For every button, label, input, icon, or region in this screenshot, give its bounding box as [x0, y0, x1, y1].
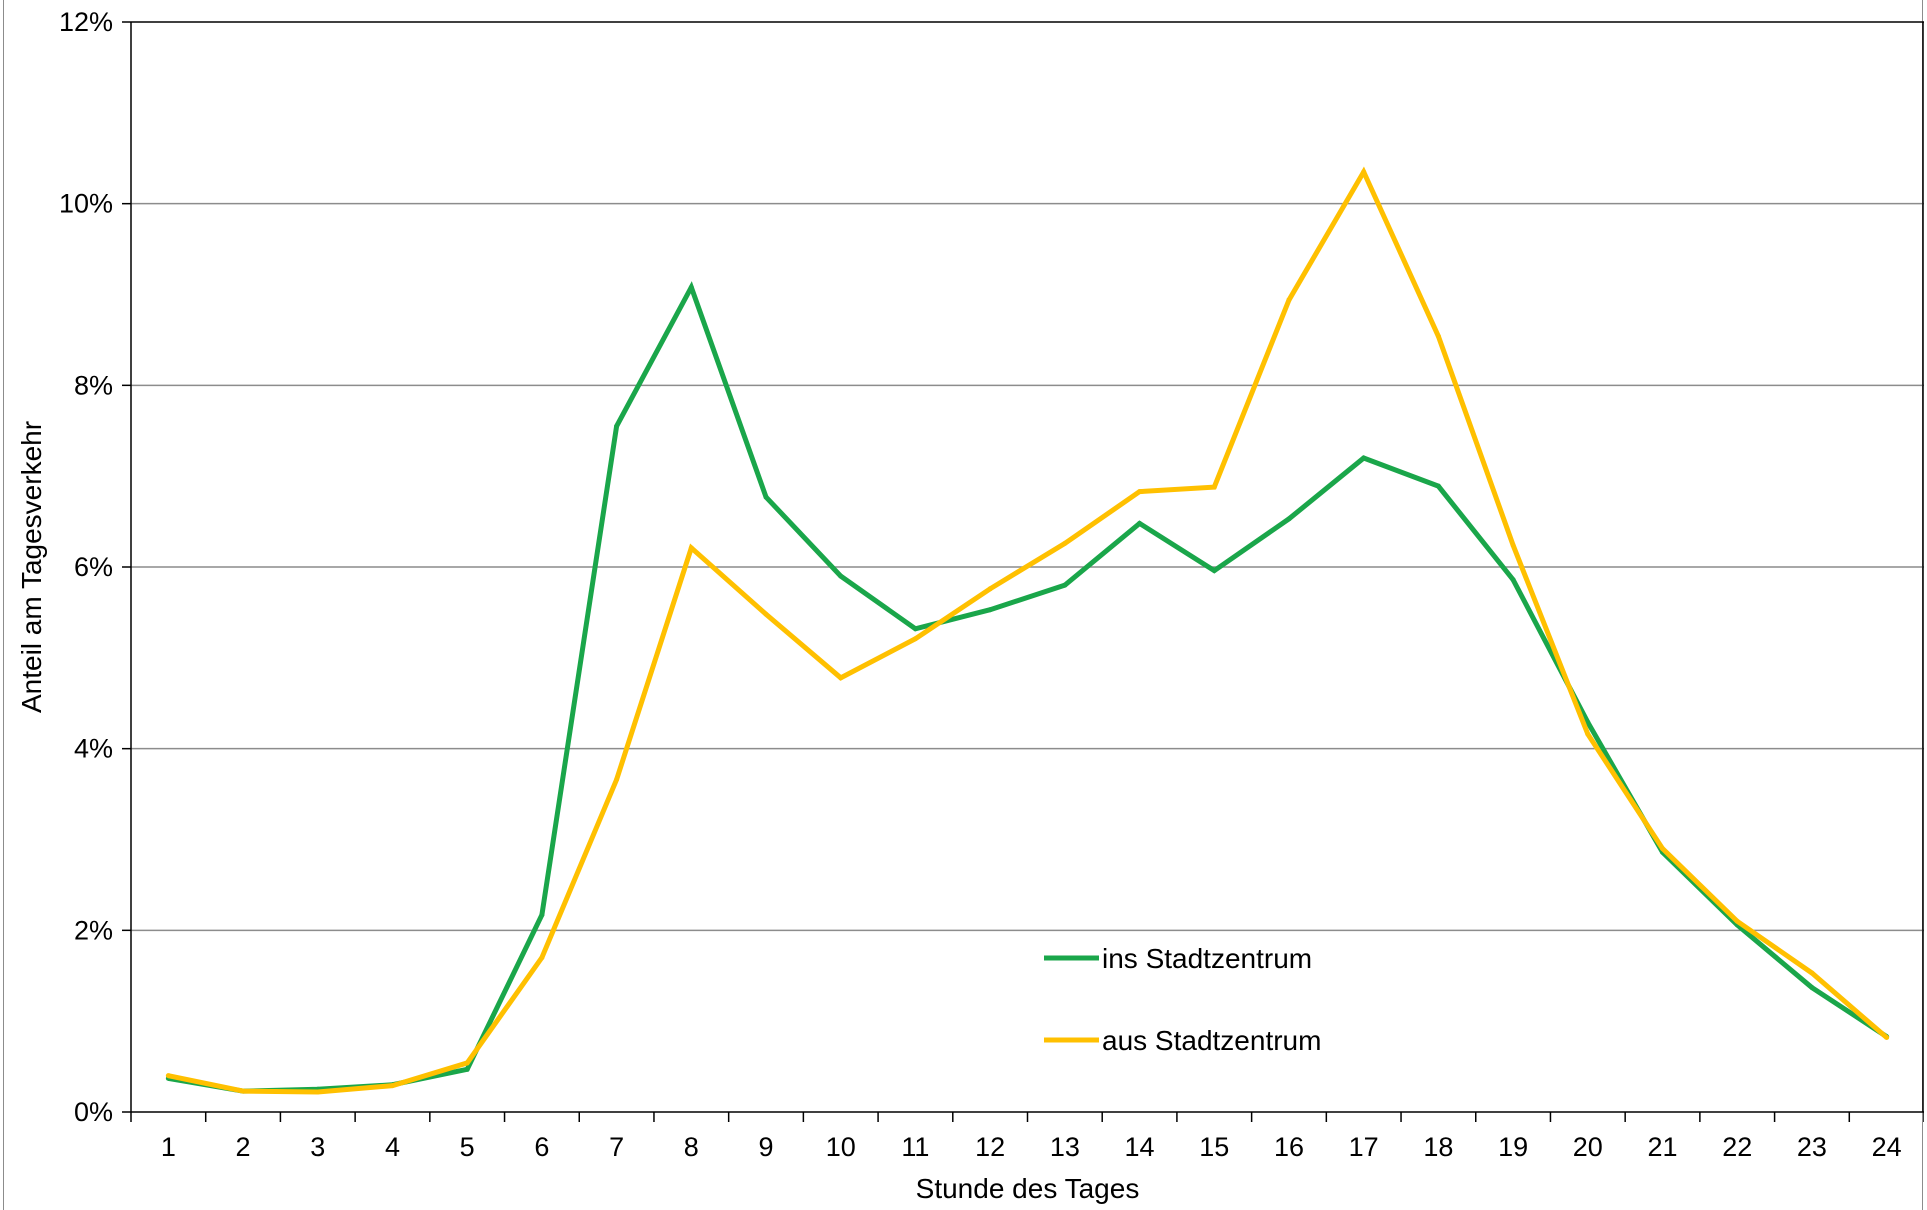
- series-1-point: [763, 494, 769, 500]
- x-tick-label: 18: [1423, 1132, 1453, 1162]
- series-2-point: [688, 545, 694, 551]
- x-tick-label: 9: [759, 1132, 774, 1162]
- series-2-point: [912, 636, 918, 642]
- x-tick-label: 21: [1647, 1132, 1677, 1162]
- y-tick-label: 4%: [74, 734, 113, 764]
- series-1-point: [1809, 985, 1815, 991]
- x-tick-label: 23: [1797, 1132, 1827, 1162]
- series-2-point: [240, 1088, 246, 1094]
- series-2-point: [1884, 1035, 1890, 1041]
- series-1-point: [1211, 568, 1217, 574]
- series-2-point: [1585, 731, 1591, 737]
- y-tick-label: 6%: [74, 552, 113, 582]
- series-2-point: [1137, 489, 1143, 495]
- x-tick-label: 15: [1199, 1132, 1229, 1162]
- series-2-point: [1435, 333, 1441, 339]
- series-1-point: [688, 284, 694, 290]
- series-1-point: [1510, 577, 1516, 583]
- x-axis-title: Stunde des Tages: [916, 1173, 1140, 1204]
- y-axis: 0% 2% 4% 6% 8% 10% 12%: [59, 7, 131, 1127]
- legend: ins Stadtzentrum aus Stadtzentrum: [1044, 943, 1321, 1056]
- series-1-point: [539, 912, 545, 918]
- series-1-point: [464, 1066, 470, 1072]
- series-1-point: [1062, 582, 1068, 588]
- series-layer: [165, 166, 1890, 1095]
- y-tick-label: 2%: [74, 915, 113, 945]
- series-2-point: [1211, 484, 1217, 490]
- y-tick-label: 10%: [59, 189, 113, 219]
- x-tick-label: 1: [161, 1132, 176, 1162]
- chart-frame: 1 2 3 4 5 6 7 8 9 10 11 12 13 14 15 16 17 18 19 20 21 22 23 24 …: [3, 0, 1924, 1210]
- x-tick-label: 17: [1349, 1132, 1379, 1162]
- x-tick-label: 8: [684, 1132, 699, 1162]
- series-1-point: [987, 607, 993, 613]
- x-tick-label: 19: [1498, 1132, 1528, 1162]
- x-tick-label: 14: [1125, 1132, 1155, 1162]
- series-2-point: [539, 955, 545, 961]
- series-line-2: [167, 166, 1889, 1095]
- series-1-point: [1435, 483, 1441, 489]
- x-tick-label: 5: [460, 1132, 475, 1162]
- x-tick-label: 3: [310, 1132, 325, 1162]
- series-1-point: [912, 626, 918, 632]
- line-chart: 1 2 3 4 5 6 7 8 9 10 11 12 13 14 15 16 17 18 19 20 21 22 23 24 …: [16, 7, 1924, 1204]
- x-tick-label: 13: [1050, 1132, 1080, 1162]
- y-tick-label: 8%: [74, 370, 113, 400]
- x-tick-label: 22: [1722, 1132, 1752, 1162]
- series-2-point: [1361, 169, 1367, 175]
- series-2-point: [987, 586, 993, 592]
- series-2-point: [1510, 542, 1516, 548]
- series-2-point: [165, 1073, 171, 1079]
- series-2-point: [838, 675, 844, 681]
- series-2-point: [464, 1060, 470, 1066]
- x-tick-label: 2: [236, 1132, 251, 1162]
- x-tick-label: 6: [534, 1132, 549, 1162]
- series-2-point: [1062, 540, 1068, 546]
- series-2-point: [1286, 297, 1292, 303]
- x-axis: 1 2 3 4 5 6 7 8 9 10 11 12 13 14 15 16 17 18 19 20 21 22 23 24: [130, 1112, 1924, 1162]
- series-2-point: [1809, 970, 1815, 976]
- y-tick-label: 0%: [74, 1097, 113, 1127]
- legend-label: aus Stadtzentrum: [1102, 1025, 1321, 1056]
- series-2-point: [389, 1083, 395, 1089]
- x-tick-label: 16: [1274, 1132, 1304, 1162]
- y-axis-title: Anteil am Tagesverkehr: [16, 421, 47, 713]
- series-2-point: [315, 1089, 321, 1095]
- x-tick-label: 24: [1872, 1132, 1902, 1162]
- series-1-point: [1286, 516, 1292, 522]
- series-1-point: [1585, 719, 1591, 725]
- x-tick-label: 20: [1573, 1132, 1603, 1162]
- series-1-point: [614, 423, 620, 429]
- x-tick-label: 11: [901, 1132, 929, 1162]
- x-tick-label: 10: [826, 1132, 856, 1162]
- x-tick-label: 12: [975, 1132, 1005, 1162]
- series-2-point: [763, 611, 769, 617]
- x-tick-label: 4: [385, 1132, 400, 1162]
- y-tick-label: 12%: [59, 7, 113, 37]
- series-2-point: [614, 777, 620, 783]
- series-1-point: [1137, 520, 1143, 526]
- series-2-point: [1660, 846, 1666, 852]
- x-tick-label: 7: [609, 1132, 624, 1162]
- series-1-point: [838, 573, 844, 579]
- series-line-1: [167, 281, 1889, 1094]
- legend-label: ins Stadtzentrum: [1102, 943, 1312, 974]
- series-2-point: [1734, 918, 1740, 924]
- series-1-point: [1361, 455, 1367, 461]
